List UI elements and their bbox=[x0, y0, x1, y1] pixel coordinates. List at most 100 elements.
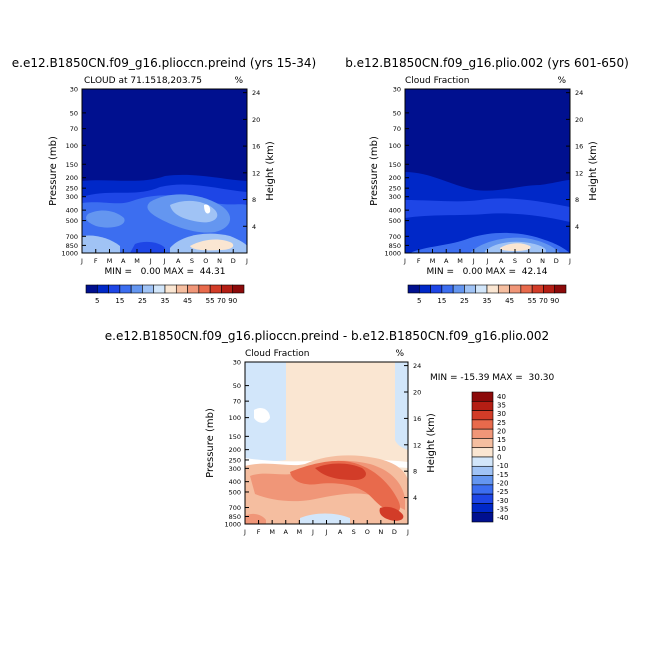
colorbar-tick-label: 90 bbox=[228, 297, 237, 305]
y-right-tick-label: 4 bbox=[413, 494, 417, 502]
colorbar-swatch bbox=[543, 284, 556, 294]
y-right-tick-label: 12 bbox=[413, 441, 421, 449]
y-tick-label: 700 bbox=[389, 233, 401, 241]
y-tick-label: 500 bbox=[66, 217, 78, 225]
y-right-tick-label: 12 bbox=[575, 169, 583, 177]
colorbar-swatch bbox=[554, 284, 567, 294]
colorbar-swatch bbox=[430, 284, 443, 294]
colorbar-tick-label: 35 bbox=[161, 297, 170, 305]
x-tick-label: J bbox=[403, 257, 406, 265]
colorbar-swatch bbox=[209, 284, 222, 294]
x-tick-label: M bbox=[297, 528, 303, 536]
colorbar-swatch bbox=[471, 438, 494, 449]
x-tick-label: S bbox=[513, 257, 517, 265]
y-tick-label: 100 bbox=[389, 142, 401, 150]
colorbar-tick-label: 0 bbox=[497, 454, 501, 462]
colorbar-tick-label: 20 bbox=[497, 428, 506, 436]
x-tick-label: J bbox=[568, 257, 571, 265]
y-tick-label: 400 bbox=[389, 207, 401, 215]
y-tick-label: 400 bbox=[229, 478, 241, 486]
colorbar-tick-label: 45 bbox=[505, 297, 514, 305]
panel-1-colorbar bbox=[85, 284, 245, 294]
colorbar-tick-label: 15 bbox=[115, 297, 124, 305]
p1-fill-bottom-dark bbox=[130, 241, 165, 253]
panel-2-colorbar bbox=[407, 284, 567, 294]
x-tick-label: J bbox=[325, 528, 328, 536]
colorbar-tick-label: 25 bbox=[460, 297, 469, 305]
panel-diff-subtitle: Cloud Fraction bbox=[245, 349, 310, 359]
colorbar-swatch bbox=[471, 428, 494, 439]
colorbar-swatch bbox=[221, 284, 234, 294]
x-tick-label: S bbox=[190, 257, 194, 265]
panel-2-colorbar-ticks: 5 15 25 35 45 55 70 90 bbox=[417, 297, 559, 305]
colorbar-swatch bbox=[475, 284, 488, 294]
colorbar-tick-label: 5 bbox=[417, 297, 421, 305]
x-tick-label: D bbox=[231, 257, 236, 265]
y-right-tick-label: 20 bbox=[252, 116, 260, 124]
y-right-tick-label: 24 bbox=[413, 362, 421, 370]
panel-2-contours bbox=[405, 89, 570, 253]
x-tick-label: A bbox=[121, 257, 126, 265]
colorbar-tick-label: 55 bbox=[206, 297, 215, 305]
colorbar-swatch bbox=[187, 284, 200, 294]
colorbar-swatch bbox=[471, 456, 494, 467]
colorbar-swatch bbox=[441, 284, 454, 294]
colorbar-swatch bbox=[142, 284, 155, 294]
colorbar-swatch bbox=[153, 284, 166, 294]
panel-2-units: % bbox=[557, 76, 566, 86]
y-tick-label: 1000 bbox=[61, 250, 78, 258]
diff-fill-right-blue bbox=[395, 362, 408, 450]
p2-fill-bottom-cream bbox=[499, 243, 531, 251]
y-tick-label: 200 bbox=[66, 174, 78, 182]
y-right-tick-label: 8 bbox=[252, 196, 256, 204]
x-tick-label: A bbox=[338, 528, 343, 536]
y-right-tick-label: 8 bbox=[575, 196, 579, 204]
x-tick-label: A bbox=[444, 257, 449, 265]
panel-diff-stats: MIN = -15.39 MAX = 30.30 bbox=[430, 373, 555, 383]
panel-2: b.e12.B1850CN.f09_g16.plio.002 (yrs 601-… bbox=[345, 56, 629, 305]
y-tick-label: 50 bbox=[233, 382, 241, 390]
y-tick-label: 70 bbox=[233, 398, 241, 406]
x-tick-label: N bbox=[378, 528, 383, 536]
colorbar-swatch bbox=[509, 284, 522, 294]
y-tick-label: 100 bbox=[66, 142, 78, 150]
y-tick-label: 150 bbox=[66, 161, 78, 169]
x-tick-label: J bbox=[486, 257, 489, 265]
panel-diff-contours bbox=[245, 362, 408, 524]
y-tick-label: 250 bbox=[66, 185, 78, 193]
panel-1-title: e.e12.B1850CN.f09_g16.plioccn.preind (yr… bbox=[12, 56, 316, 70]
x-tick-label: J bbox=[311, 528, 314, 536]
x-tick-label: F bbox=[417, 257, 421, 265]
x-tick-label: M bbox=[269, 528, 275, 536]
x-tick-label: S bbox=[352, 528, 356, 536]
y-tick-label: 30 bbox=[393, 86, 401, 94]
x-tick-label: N bbox=[217, 257, 222, 265]
panel-diff-ylabel-right: Height (km) bbox=[426, 413, 437, 473]
colorbar-swatch bbox=[407, 284, 420, 294]
y-tick-label: 100 bbox=[229, 414, 241, 422]
colorbar-swatch bbox=[108, 284, 121, 294]
y-right-tick-label: 16 bbox=[413, 415, 421, 423]
y-tick-label: 400 bbox=[66, 207, 78, 215]
y-tick-label: 150 bbox=[389, 161, 401, 169]
diff-fill-layer-25 bbox=[315, 463, 366, 480]
y-tick-label: 30 bbox=[70, 86, 78, 94]
x-tick-label: O bbox=[203, 257, 208, 265]
colorbar-swatch bbox=[486, 284, 499, 294]
x-tick-label: J bbox=[245, 257, 248, 265]
p1-fill-bottom-left bbox=[82, 235, 120, 253]
x-tick-label: M bbox=[134, 257, 140, 265]
colorbar-swatch bbox=[471, 410, 494, 421]
colorbar-tick-label: 25 bbox=[497, 419, 506, 427]
colorbar-swatch bbox=[164, 284, 177, 294]
y-tick-label: 70 bbox=[70, 125, 78, 133]
colorbar-tick-label: -40 bbox=[497, 514, 508, 522]
y-right-tick-label: 4 bbox=[252, 223, 256, 231]
colorbar-tick-label: 5 bbox=[95, 297, 99, 305]
y-right-tick-label: 24 bbox=[575, 89, 583, 97]
